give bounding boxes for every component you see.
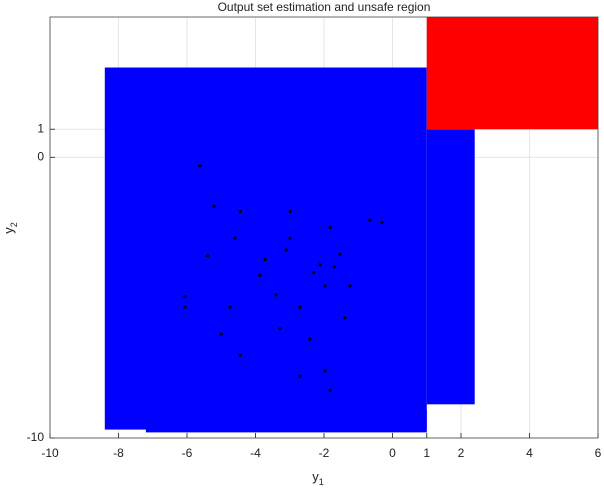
- point: [219, 332, 223, 336]
- point: [328, 225, 332, 230]
- point: [380, 220, 384, 224]
- x-axis-label-main: y: [312, 469, 319, 484]
- point: [183, 294, 187, 299]
- point: [323, 369, 327, 373]
- set-box: [426, 129, 475, 405]
- point: [338, 252, 342, 256]
- x-tick-label: -10: [41, 446, 59, 460]
- x-tick-label: -8: [113, 446, 124, 460]
- x-axis-label-sub: 1: [319, 477, 324, 487]
- x-tick-label: 2: [458, 446, 465, 460]
- y-tick-label: 1: [37, 121, 44, 135]
- x-tick-label: -4: [250, 446, 261, 460]
- point: [274, 293, 278, 297]
- x-tick-label: -6: [182, 446, 193, 460]
- point: [288, 209, 292, 214]
- point: [238, 209, 242, 214]
- x-tick-label: 1: [423, 446, 430, 460]
- point: [198, 164, 202, 168]
- chart-title: Output set estimation and unsafe region: [218, 0, 431, 14]
- set-box: [104, 67, 427, 430]
- set-box: [426, 17, 598, 130]
- point: [318, 263, 322, 267]
- point: [284, 248, 288, 252]
- point: [343, 316, 347, 320]
- x-tick-label: 4: [526, 446, 533, 460]
- point: [298, 374, 302, 378]
- point: [308, 337, 312, 341]
- point: [298, 305, 302, 309]
- point: [212, 204, 216, 208]
- point: [238, 353, 242, 357]
- point: [368, 218, 372, 222]
- point: [278, 326, 282, 331]
- point: [328, 388, 332, 392]
- y-axis-label: y2: [1, 222, 19, 234]
- point: [183, 305, 187, 309]
- point: [228, 305, 232, 309]
- point: [205, 253, 210, 258]
- x-tick-label: -2: [319, 446, 330, 460]
- point: [288, 236, 292, 240]
- y-axis-label-sub: 2: [9, 222, 19, 227]
- y-axis-label-main: y: [1, 227, 16, 234]
- y-tick-label: 0: [37, 150, 44, 164]
- point: [312, 270, 316, 275]
- set-box: [145, 409, 427, 433]
- point: [233, 236, 237, 240]
- x-axis-label: y1: [312, 469, 324, 487]
- point: [258, 273, 262, 277]
- point: [323, 284, 327, 288]
- y-tick-label: -10: [27, 430, 45, 444]
- x-tick-label: 6: [595, 446, 602, 460]
- x-tick-label: 0: [389, 446, 396, 460]
- point: [332, 265, 336, 269]
- point: [263, 257, 267, 262]
- point: [348, 284, 352, 288]
